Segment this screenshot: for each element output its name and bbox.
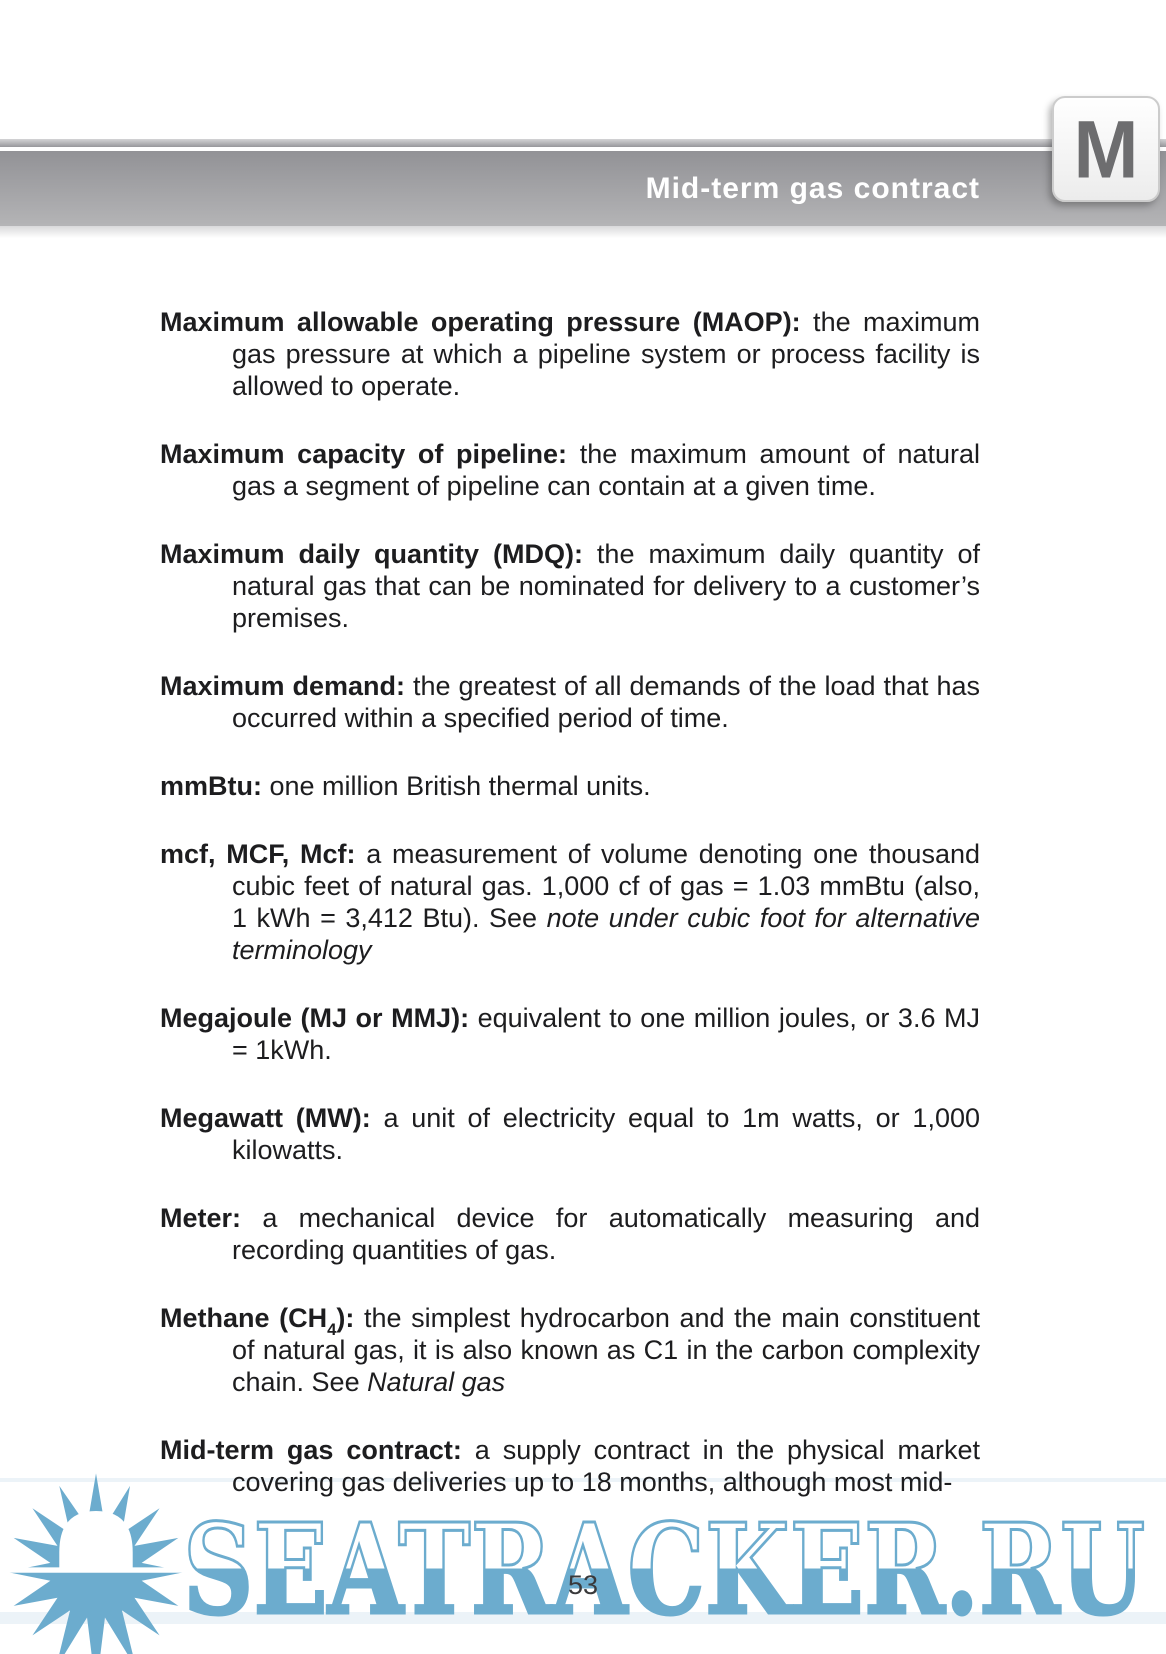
definition-body: the maximum daily quantity of natural ga…: [232, 539, 980, 633]
header-bottom-rule: [0, 226, 1166, 238]
definition: Maximum capacity of pipeline: the maximu…: [160, 438, 980, 502]
definition-body: a unit of electricity equal to 1m watts,…: [232, 1103, 980, 1165]
definition: Megajoule (MJ or MMJ): equivalent to one…: [160, 1002, 980, 1066]
definition-term: Maximum allowable operating pressure (MA…: [160, 307, 801, 337]
definition-see-italic: note under cubic foot for alternative te…: [232, 903, 980, 965]
term-subscript: 4: [327, 1320, 337, 1340]
definition-see-italic: Natural gas: [367, 1367, 506, 1397]
definition-body: a mechanical device for automatically me…: [232, 1203, 980, 1265]
definition-term: Mid-term gas contract:: [160, 1435, 462, 1465]
definition: Maximum demand: the greatest of all dema…: [160, 670, 980, 734]
watermark-text: SEATRACKER.RU: [183, 1498, 1145, 1628]
definition-term: mmBtu:: [160, 771, 262, 801]
definition: Meter: a mechanical device for automatic…: [160, 1202, 980, 1266]
header-title-bar: Mid-term gas contract: [0, 151, 1166, 226]
definition-term: Maximum daily quantity (MDQ):: [160, 539, 583, 569]
definition-term-text: Methane (CH: [160, 1303, 328, 1333]
sun-logo-icon: [2, 1473, 190, 1654]
definition-term: Maximum capacity of pipeline:: [160, 439, 568, 469]
definition-body: the maximum gas pressure at which a pipe…: [232, 307, 980, 401]
definition-term: Megajoule (MJ or MMJ):: [160, 1003, 470, 1033]
definition: mmBtu: one million British thermal units…: [160, 770, 980, 802]
header-top-rule: [0, 139, 1166, 147]
definition: Maximum allowable operating pressure (MA…: [160, 306, 980, 402]
watermark-stripe: [0, 1478, 1166, 1482]
definition-term: Methane (CH4):: [160, 1303, 355, 1338]
definition: mcf, MCF, Mcf: a measurement of volume d…: [160, 838, 980, 966]
definition: Methane (CH4): the simplest hydrocarbon …: [160, 1302, 980, 1398]
definition-body: a supply contract in the physical market…: [232, 1435, 980, 1497]
definition-body: one million British thermal units.: [262, 771, 651, 801]
definition-body: the simplest hydrocarbon and the main co…: [232, 1303, 980, 1397]
definition-term-text: ):: [336, 1303, 355, 1333]
definition: Mid-term gas contract: a supply contract…: [160, 1434, 980, 1498]
definition-body: a measurement of volume denoting one tho…: [232, 839, 980, 933]
watermark-stripe: [0, 1612, 1166, 1624]
page-number: 53: [567, 1570, 599, 1600]
definition: Megawatt (MW): a unit of electricity equ…: [160, 1102, 980, 1166]
definition-term: Megawatt (MW):: [160, 1103, 371, 1133]
watermark: SEATRACKER.RU: [183, 1498, 1147, 1628]
definition-list: Maximum allowable operating pressure (MA…: [160, 306, 980, 1534]
definition-term: Meter:: [160, 1203, 242, 1233]
definition-body: equivalent to one million joules, or 3.6…: [232, 1003, 980, 1065]
letter-tab-label: M: [1073, 102, 1139, 196]
letter-index-tab: M: [1052, 96, 1160, 202]
definition: Maximum daily quantity (MDQ): the maximu…: [160, 538, 980, 634]
definition-term: mcf, MCF, Mcf:: [160, 839, 356, 869]
definition-body: the maximum amount of natural gas a segm…: [232, 439, 980, 501]
definition-body: the greatest of all demands of the load …: [232, 671, 981, 733]
definition-term: Maximum demand:: [160, 671, 406, 701]
page-title: Mid-term gas contract: [645, 171, 980, 205]
